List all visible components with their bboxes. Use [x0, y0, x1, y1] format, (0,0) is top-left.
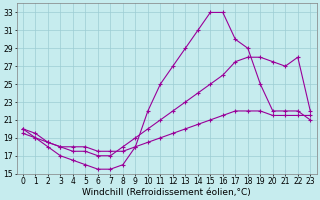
X-axis label: Windchill (Refroidissement éolien,°C): Windchill (Refroidissement éolien,°C): [82, 188, 251, 197]
